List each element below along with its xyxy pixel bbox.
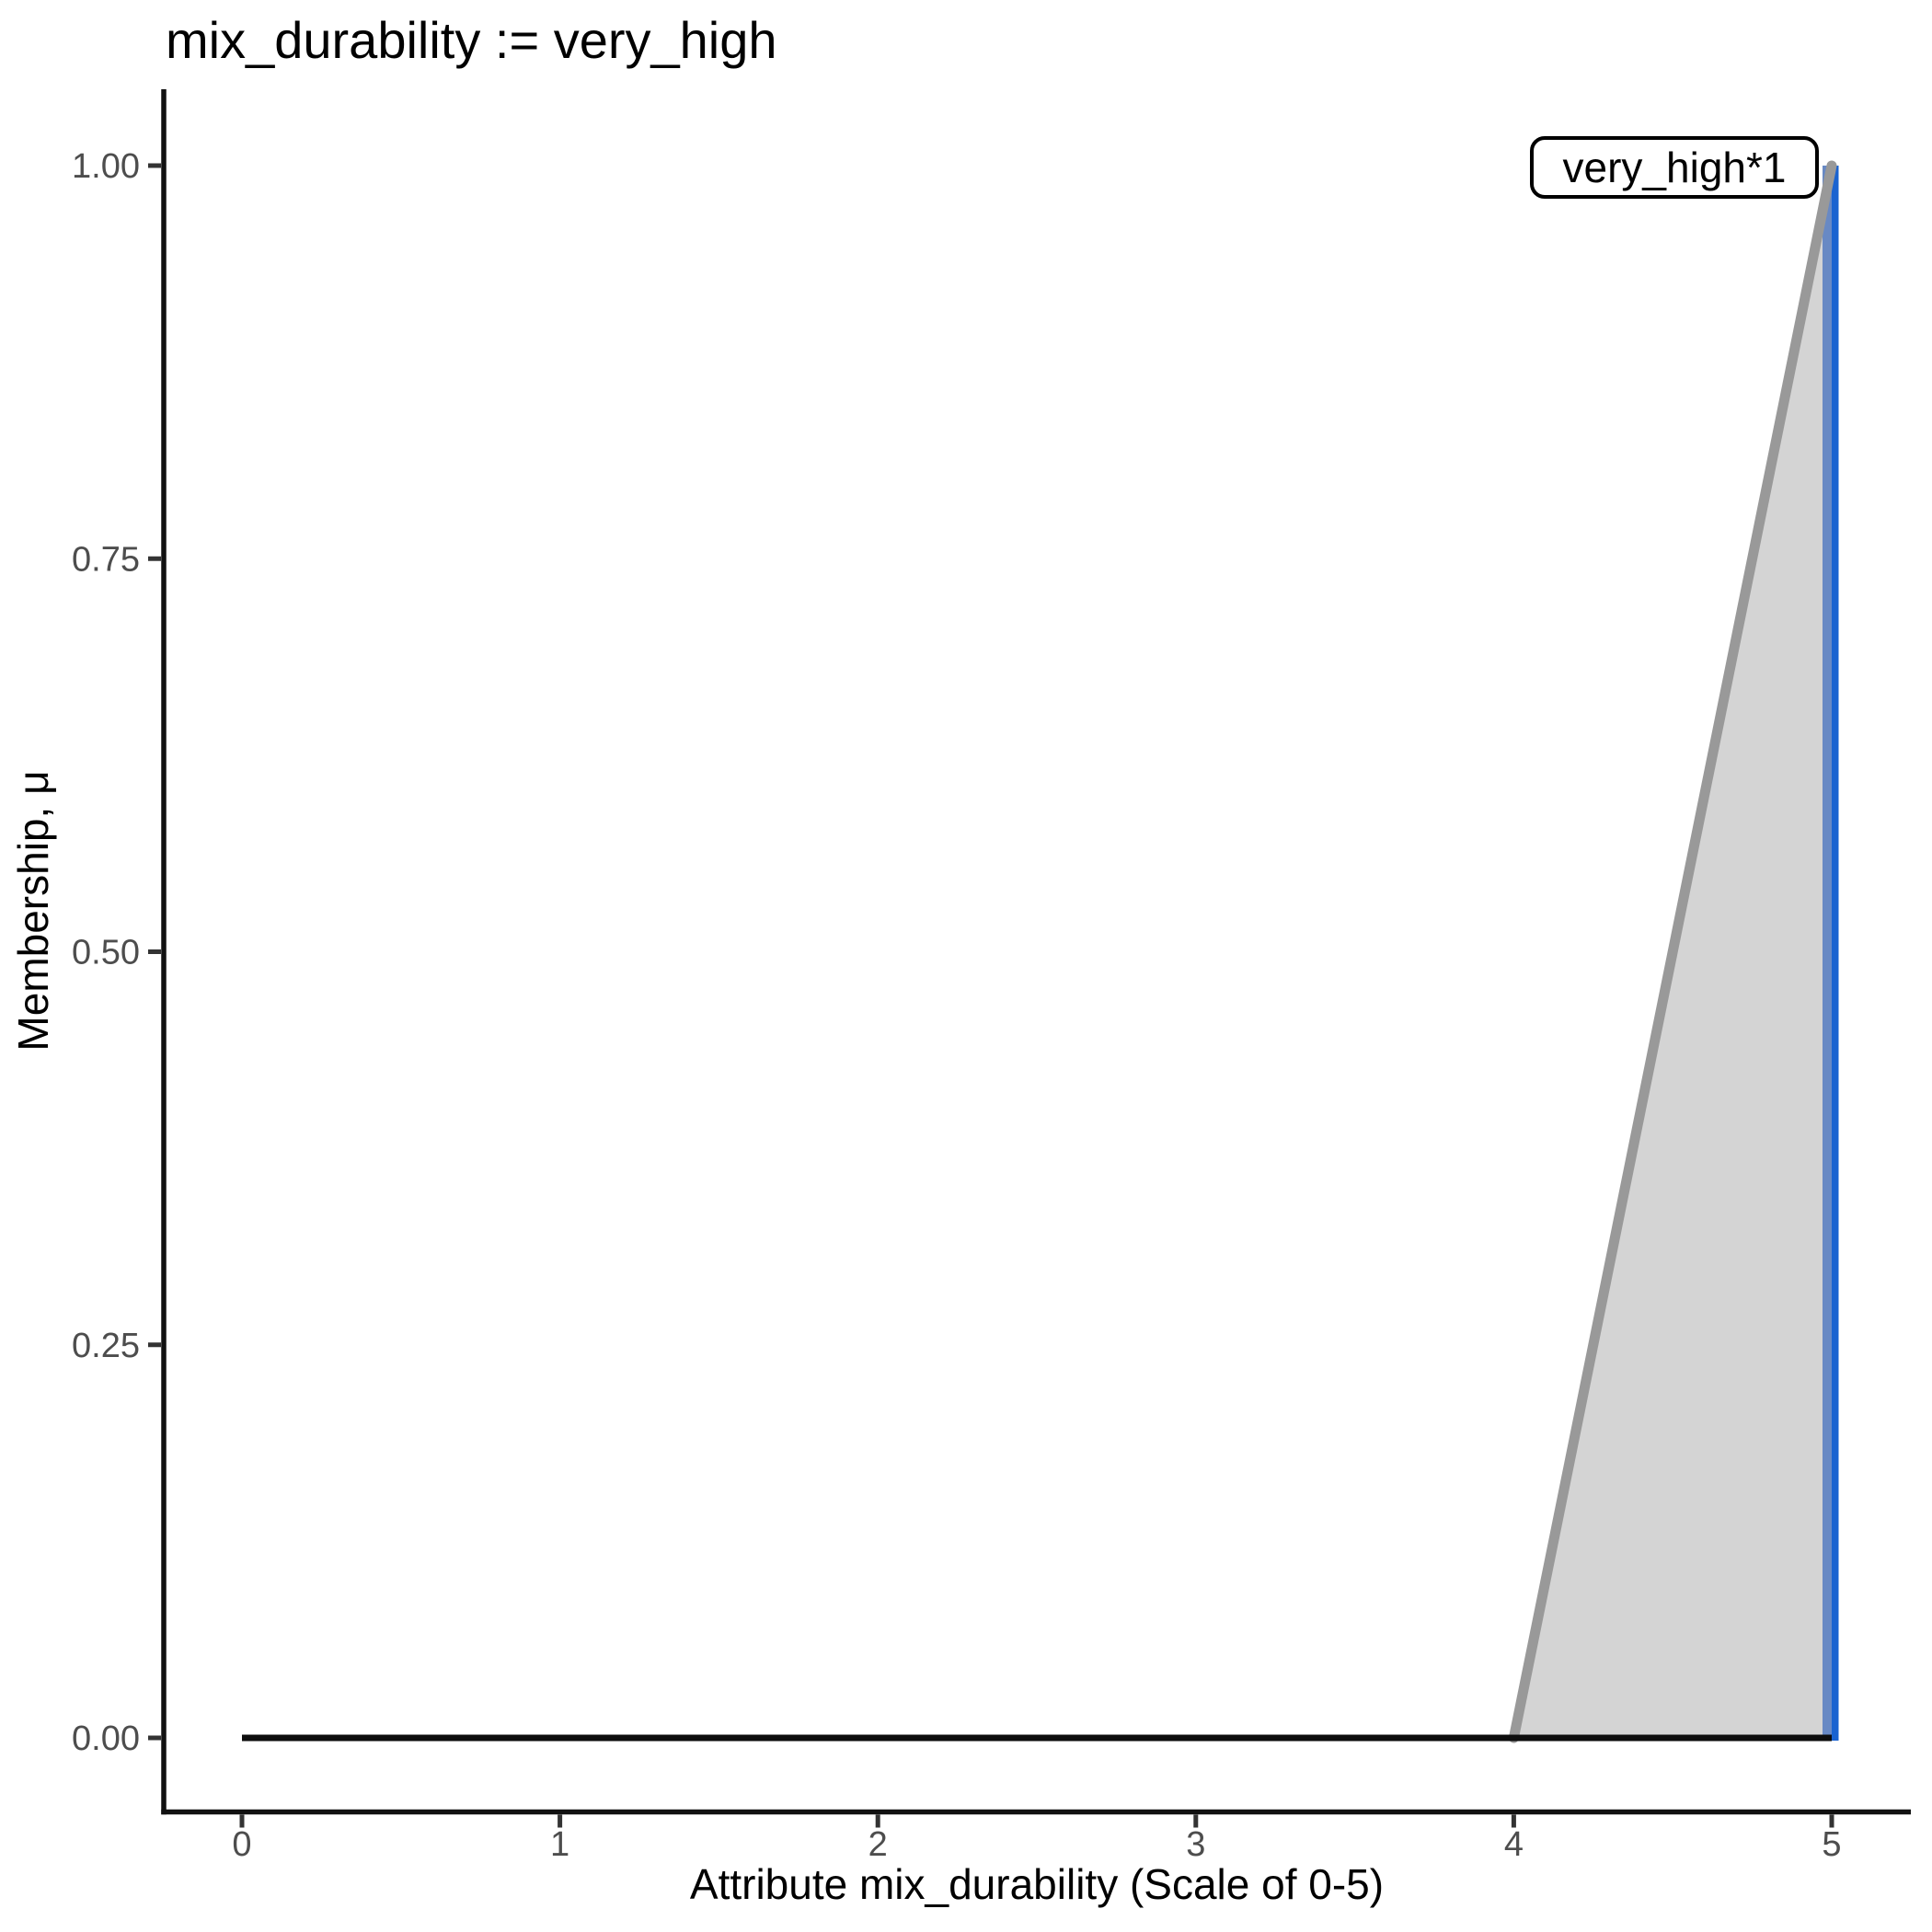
annotation-box: very_high*1 xyxy=(1530,136,1819,199)
x-tick-label: 0 xyxy=(232,1825,251,1864)
x-tick-label: 1 xyxy=(550,1825,569,1864)
y-tick-label: 0.50 xyxy=(72,934,140,972)
annotation-label: very_high*1 xyxy=(1563,144,1787,191)
y-tick-label: 0.75 xyxy=(72,540,140,579)
x-tick-label: 3 xyxy=(1186,1825,1205,1864)
annotation-box-frame xyxy=(1530,136,1819,199)
x-tick-label: 4 xyxy=(1504,1825,1524,1864)
x-axis-label: Attribute mix_durability (Scale of 0-5) xyxy=(690,1860,1384,1908)
membership-outline xyxy=(1508,160,1837,1743)
y-tick-label: 0.25 xyxy=(72,1327,140,1365)
crisp-value-line-overlap xyxy=(1823,166,1832,1741)
x-tick-label: 5 xyxy=(1822,1825,1841,1864)
x-tick-label: 2 xyxy=(868,1825,888,1864)
crisp-value-line xyxy=(1832,166,1839,1741)
chart-title: mix_durability := very_high xyxy=(166,11,777,69)
plot-area: 0.00 0.25 0.50 0.75 1.00 0 1 2 3 4 5 xyxy=(72,89,1911,1864)
y-tick-label: 1.00 xyxy=(72,147,140,186)
y-axis-label: Membership, μ xyxy=(9,770,57,1051)
y-tick-label: 0.00 xyxy=(72,1719,140,1758)
